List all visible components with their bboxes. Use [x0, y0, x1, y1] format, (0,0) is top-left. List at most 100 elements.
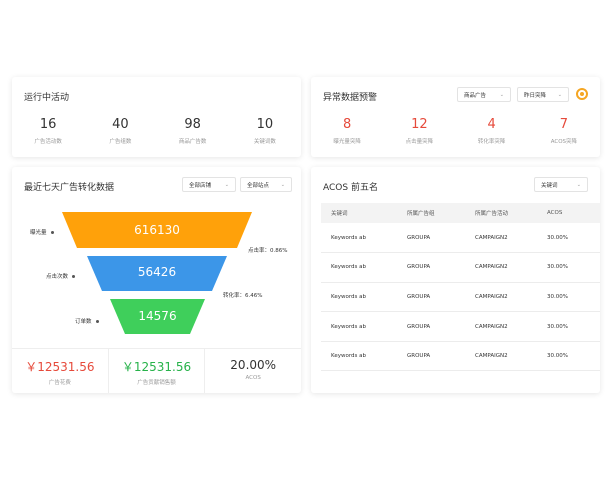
- table-cell: CAMPAIGN2: [465, 341, 537, 372]
- table-row[interactable]: Keywords ab GROUPA CAMPAIGN2 30.00%: [321, 282, 600, 313]
- ad-sales-label: 广告贡献销售额: [137, 380, 176, 386]
- stat-label: 转化率突降: [477, 139, 506, 145]
- column-header: ACOS: [537, 203, 600, 223]
- chevron-down-icon: ⌄: [557, 91, 562, 98]
- acos-dimension-value: 关键词: [541, 182, 558, 189]
- funnel-value-clicks: 56426: [137, 265, 177, 279]
- ad-sales-stat: ￥12531.56 广告贡献销售额: [109, 349, 206, 393]
- table-cell: Keywords ab: [321, 252, 397, 283]
- conversion-funnel-card: 最近七天广告转化数据 全部店铺 ⌄ 全部站点 ⌄ 616130 56426 14…: [12, 167, 301, 393]
- stat-group-count[interactable]: 40 广告组数: [84, 117, 156, 145]
- funnel-label-orders: 订单数: [75, 317, 99, 325]
- conversion-rate-label: 转化率：6.46%: [223, 293, 263, 299]
- stat-label: 关键词数: [253, 139, 276, 145]
- stat-label: ACOS突降: [550, 139, 578, 145]
- table-cell: Keywords ab: [321, 282, 397, 313]
- running-stats: 16 广告活动数 40 广告组数 98 商品广告数 10 关键词数: [12, 117, 301, 145]
- funnel-segment-orders[interactable]: [110, 299, 205, 334]
- chevron-down-icon: ⌄: [499, 91, 504, 98]
- ad-spend-value: ￥12531.56: [25, 360, 95, 374]
- stat-value: 12: [411, 117, 428, 132]
- gear-icon[interactable]: [576, 88, 588, 100]
- acos-dimension-dropdown[interactable]: 关键词 ⌄: [534, 177, 588, 192]
- column-header: 所属广告活动: [465, 203, 537, 223]
- table-cell: CAMPAIGN2: [465, 311, 537, 342]
- table-cell: GROUPA: [397, 252, 465, 283]
- funnel-label-clicks: 点击次数: [46, 272, 76, 280]
- anomaly-alert-card: 异常数据预警 商品广告 ⌄ 昨日突降 ⌄ 8 曝光量突降 12 点击量突降 4 …: [311, 77, 600, 157]
- alert-stats: 8 曝光量突降 12 点击量突降 4 转化率突降 7 ACOS突降: [311, 117, 600, 145]
- store-value: 全部店铺: [189, 182, 212, 189]
- funnel-value-orders: 14576: [138, 309, 177, 323]
- chevron-down-icon: ⌄: [224, 181, 229, 188]
- chevron-down-icon: ⌄: [280, 181, 285, 188]
- stat-label: 点击量突降: [405, 139, 434, 145]
- ad-sales-value: ￥12531.56: [121, 360, 192, 374]
- running-campaigns-title: 运行中活动: [24, 93, 70, 103]
- table-row[interactable]: Keywords ab GROUPA CAMPAIGN2 30.00%: [321, 223, 600, 254]
- table-cell: Keywords ab: [321, 223, 397, 254]
- stat-label: 广告组数: [109, 139, 132, 145]
- funnel-segment-clicks[interactable]: [87, 256, 227, 291]
- column-header: 关键词: [321, 203, 397, 223]
- table-cell: GROUPA: [397, 223, 465, 254]
- funnel-value-impressions: 616130: [134, 223, 180, 237]
- table-row[interactable]: Keywords ab GROUPA CAMPAIGN2 30.00%: [321, 252, 600, 283]
- ad-spend-stat: ￥12531.56 广告花费: [12, 349, 109, 393]
- site-value: 全部站点: [247, 182, 270, 189]
- site-dropdown[interactable]: 全部站点 ⌄: [240, 177, 292, 192]
- acos-label: ACOS: [245, 375, 261, 381]
- stat-label: 曝光量突降: [333, 139, 361, 145]
- table-cell: 30.00%: [537, 223, 600, 254]
- table-cell: 30.00%: [537, 282, 600, 313]
- funnel-segment-impressions[interactable]: [62, 212, 252, 248]
- table-cell: 30.00%: [537, 311, 600, 342]
- ad-spend-label: 广告花费: [48, 380, 71, 386]
- store-dropdown[interactable]: 全部店铺 ⌄: [182, 177, 236, 192]
- table-cell: CAMPAIGN2: [465, 252, 537, 283]
- click-rate-label: 点击率：0.86%: [248, 248, 288, 254]
- stat-product-ad-count[interactable]: 98 商品广告数: [157, 117, 229, 145]
- funnel-chart: [62, 212, 252, 334]
- chevron-down-icon: ⌄: [576, 181, 581, 188]
- spend-summary: ￥12531.56 广告花费 ￥12531.56 广告贡献销售额 20.00% …: [12, 348, 301, 393]
- stat-value: 8: [342, 117, 352, 132]
- anomaly-alert-title: 异常数据预警: [323, 93, 378, 103]
- table-header-row: 关键词 所属广告组 所属广告活动 ACOS: [321, 203, 600, 223]
- table-cell: CAMPAIGN2: [465, 282, 537, 313]
- period-value: 昨日突降: [524, 92, 547, 99]
- acos-top-five-title: ACOS 前五名: [323, 183, 378, 193]
- table-row[interactable]: Keywords ab GROUPA CAMPAIGN2 30.00%: [321, 341, 600, 372]
- table-cell: 30.00%: [537, 252, 600, 283]
- acos-value: 20.00%: [230, 358, 277, 372]
- table-cell: GROUPA: [397, 311, 465, 342]
- running-campaigns-card: 运行中活动 16 广告活动数 40 广告组数 98 商品广告数 10 关键词数: [12, 77, 301, 157]
- table-cell: 30.00%: [537, 341, 600, 372]
- stat-click-drop[interactable]: 12 点击量突降: [383, 117, 455, 145]
- stat-value: 40: [112, 117, 129, 132]
- table-cell: Keywords ab: [321, 311, 397, 342]
- table-cell: CAMPAIGN2: [465, 223, 537, 254]
- stat-impression-drop[interactable]: 8 曝光量突降: [311, 117, 383, 145]
- acos-stat: 20.00% ACOS: [205, 349, 301, 393]
- table-row[interactable]: Keywords ab GROUPA CAMPAIGN2 30.00%: [321, 311, 600, 342]
- stat-campaign-count[interactable]: 16 广告活动数: [12, 117, 84, 145]
- stat-value: 7: [559, 117, 569, 132]
- column-header: 所属广告组: [397, 203, 465, 223]
- stat-conversion-drop[interactable]: 4 转化率突降: [456, 117, 528, 145]
- period-dropdown[interactable]: 昨日突降 ⌄: [517, 87, 569, 102]
- table-cell: Keywords ab: [321, 341, 397, 372]
- stat-value: 4: [487, 117, 496, 132]
- stat-label: 广告活动数: [34, 139, 62, 145]
- stat-acos-drop[interactable]: 7 ACOS突降: [528, 117, 600, 145]
- funnel-title: 最近七天广告转化数据: [24, 183, 115, 193]
- table-cell: GROUPA: [397, 341, 465, 372]
- stat-value: 98: [184, 117, 201, 132]
- table-cell: GROUPA: [397, 282, 465, 313]
- acos-table: 关键词 所属广告组 所属广告活动 ACOS Keywords ab GROUPA…: [321, 203, 600, 372]
- stat-value: 10: [256, 117, 274, 132]
- stat-label: 商品广告数: [178, 139, 207, 145]
- stat-keyword-count[interactable]: 10 关键词数: [229, 117, 301, 145]
- ad-type-dropdown[interactable]: 商品广告 ⌄: [457, 87, 511, 102]
- ad-type-value: 商品广告: [464, 92, 487, 99]
